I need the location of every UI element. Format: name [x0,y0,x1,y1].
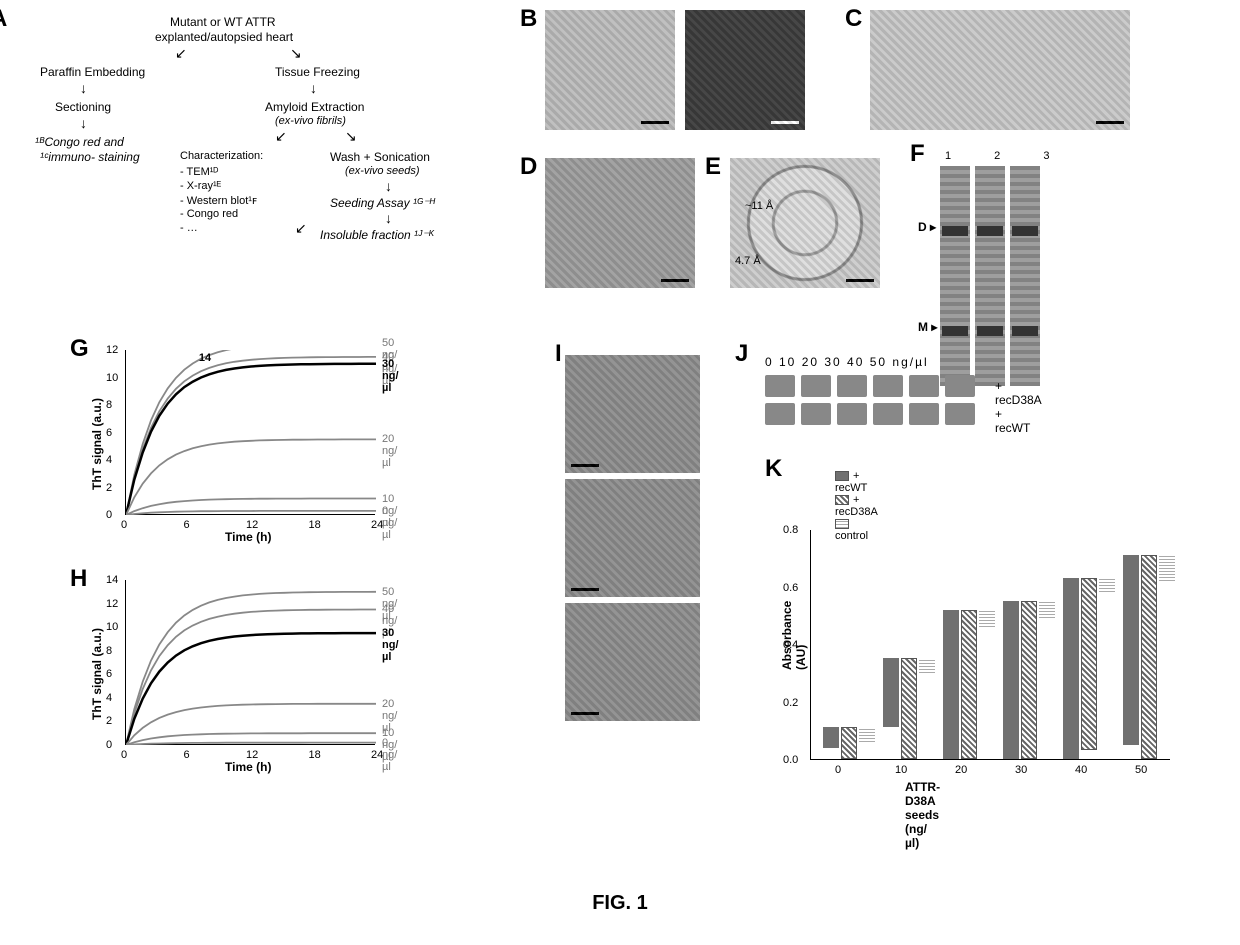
image-c [870,10,1130,130]
bar-control-10 [919,658,935,672]
j-row2-label: + recWT [995,407,1030,435]
lane-1 [940,166,970,386]
bar-recD38A-20 [961,610,977,760]
fc-left-1: Sectioning [55,100,111,114]
g-xlabel: Time (h) [225,530,271,544]
lane-2 [975,166,1005,386]
panel-a: A Mutant or WT ATTR explanted/autopsied … [20,10,480,290]
image-b [545,10,675,130]
bar-control-30 [1039,601,1055,618]
fc-title-top: Mutant or WT ATTR [170,15,276,29]
bar-recWT-30 [1003,601,1019,759]
lane-3 [1010,166,1040,386]
fc-wash-sub: (ex-vivo seeds) [345,165,420,177]
fc-char-4: - … [180,222,198,234]
k-ylabel: Absorbance (AU) [780,601,808,670]
h-xlabel: Time (h) [225,760,271,774]
e-label-11a: ~11 Å [745,200,773,212]
fc-char-2: - Western blot¹ꜰ [180,194,257,207]
bar-recWT-0 [823,727,839,747]
g-ylabel: ThT signal (a.u.) [90,398,104,490]
fc-char-label: Characterization: [180,150,263,162]
bar-recWT-40 [1063,578,1079,759]
bar-recD38A-0 [841,727,857,759]
fc-left-0: Paraffin Embedding [40,65,145,79]
bar-recWT-10 [883,658,899,727]
bar-recWT-50 [1123,555,1139,745]
panel-h: H ThT signal (a.u.) 02468101214061218245… [125,580,375,745]
bar-recD38A-10 [901,658,917,759]
fc-left-2: ¹ᴮCongo red and [35,135,124,149]
lane-numbers: 1 2 3 [945,150,1069,162]
fc-char-0: - TEM¹ᴰ [180,166,218,178]
k-xlabel: ATTR-D38A seeds (ng/µl) [905,780,940,850]
bar-control-0 [859,727,875,741]
panel-i-img-2 [565,479,700,597]
h-ylabel: ThT signal (a.u.) [90,628,104,720]
fc-right-top: Tissue Freezing [275,65,360,79]
image-b2 [685,10,805,130]
bar-control-20 [979,610,995,627]
image-d [545,158,695,288]
bar-recD38A-40 [1081,578,1097,751]
bar-control-50 [1159,555,1175,581]
j-row1-label: + recD38A [995,379,1042,407]
e-label-47a: 4.7 Å [735,255,761,267]
image-e [730,158,880,288]
fc-left-3: ¹ᶜimmuno- staining [40,150,140,164]
bar-recWT-20 [943,610,959,760]
fc-right-mid: Amyloid Extraction [265,100,364,114]
label-A: A [0,5,7,33]
bar-recD38A-30 [1021,601,1037,759]
fc-char-1: - X-ray¹ᴱ [180,180,221,192]
figure-caption: FIG. 1 [592,892,648,915]
panel-i-img-3 [565,603,700,721]
fc-seeding: Seeding Assay ¹ᴳ⁻ᴴ [330,196,435,210]
panel-g: G ThT signal (a.u.) 0246810120612182450 … [125,350,375,515]
bar-control-40 [1099,578,1115,592]
bar-recD38A-50 [1141,555,1157,759]
panel-j: J 0 10 20 30 40 50 ng/µl + recD38A + rec… [765,355,975,425]
fc-wash: Wash + Sonication [330,150,430,164]
fc-insoluble: Insoluble fraction ¹ᴶ⁻ᴷ [320,228,434,242]
fc-title-sub: explanted/autopsied heart [155,30,293,44]
fc-right-midsub: (ex-vivo fibrils) [275,115,346,127]
panel-i-img-1 [565,355,700,473]
fc-char-3: - Congo red [180,208,238,220]
